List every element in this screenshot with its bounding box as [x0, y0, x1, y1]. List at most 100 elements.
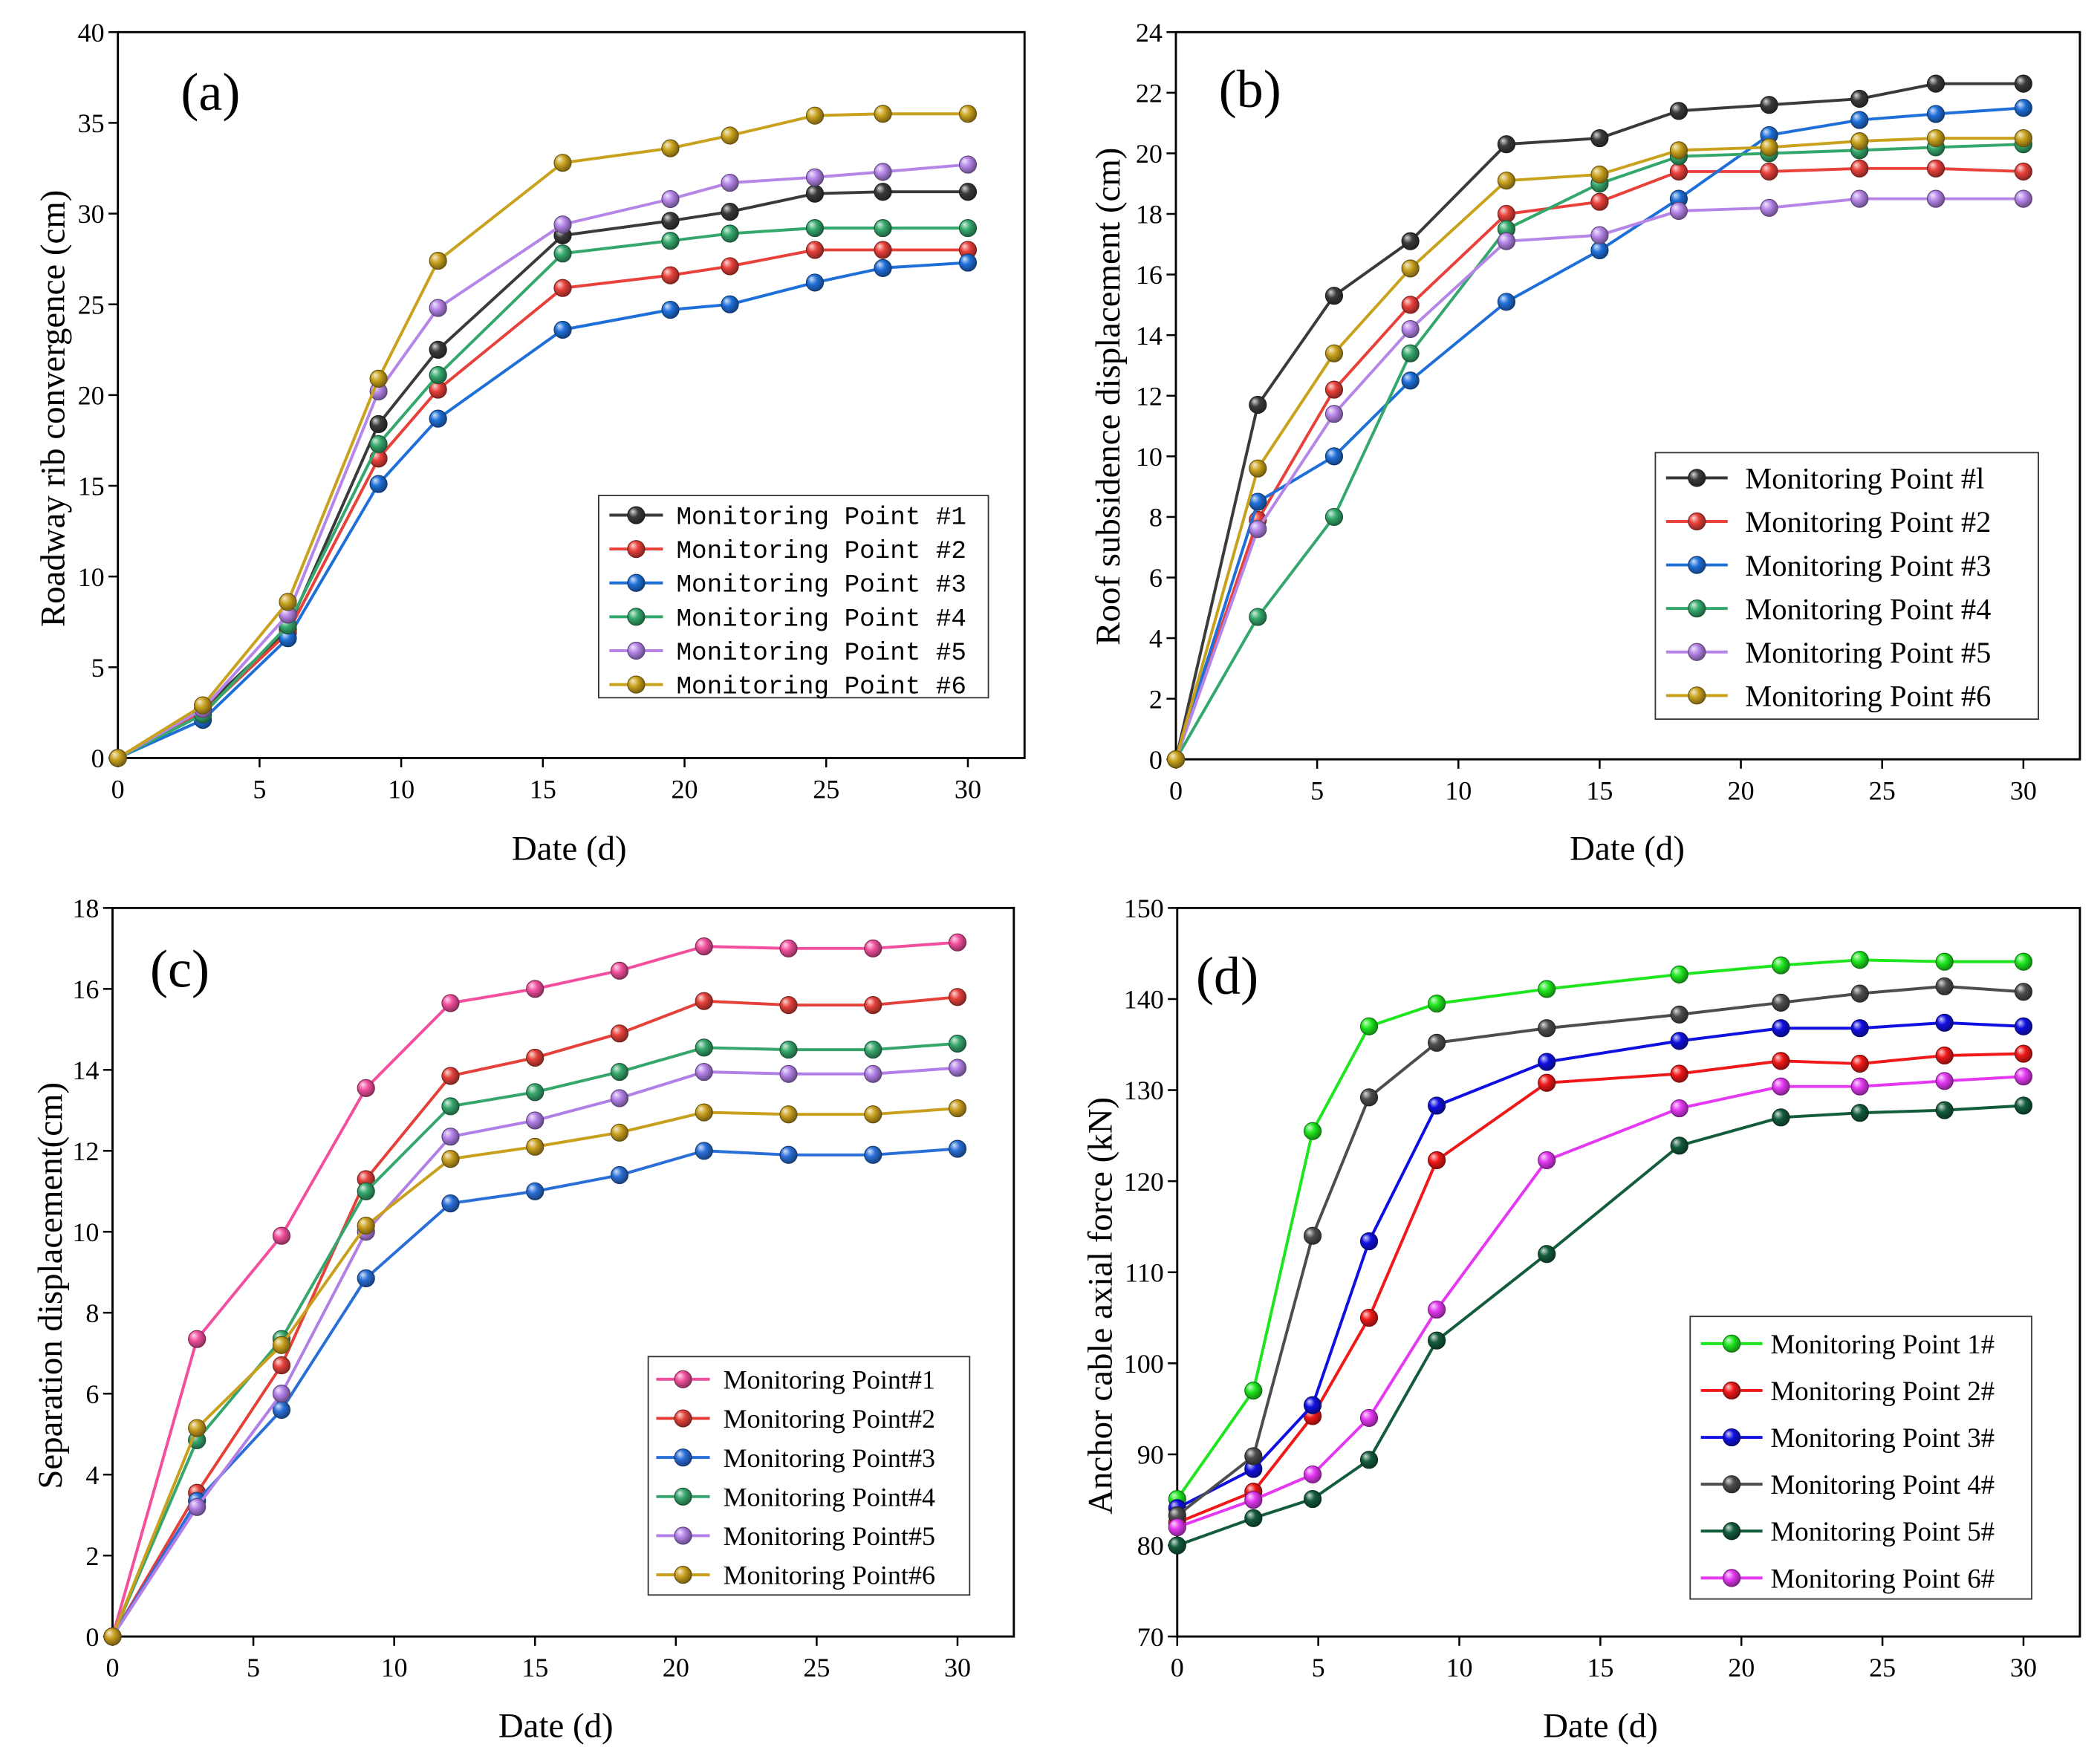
- x-tick-label: 20: [1728, 1653, 1755, 1682]
- data-point-series-4: [1935, 977, 1954, 995]
- legend-label: Monitoring Point #5: [676, 639, 966, 668]
- x-tick-label: 20: [663, 1653, 689, 1682]
- data-point-series-1: [1670, 965, 1688, 983]
- legend-label: Monitoring Point 5#: [1770, 1516, 1995, 1547]
- data-point-series-4: [1670, 1005, 1688, 1024]
- y-tick-label: 15: [78, 472, 105, 501]
- data-point-series-1: [272, 1226, 291, 1245]
- series-monitoring-point-5: [103, 1058, 967, 1646]
- data-point-series-6: [279, 593, 297, 611]
- data-point-series-4: [1244, 1447, 1263, 1466]
- data-point-series-5: [1244, 1509, 1263, 1527]
- data-point-series-2: [874, 241, 892, 259]
- x-tick-label: 30: [944, 1653, 971, 1682]
- data-point-series-1: [1428, 995, 1446, 1013]
- data-point-series-1: [805, 184, 825, 203]
- data-point-series-6: [721, 126, 739, 145]
- data-point-series-3: [526, 1182, 544, 1200]
- x-axis-title: Date (d): [498, 1706, 614, 1745]
- data-point-series-1: [1772, 956, 1790, 975]
- y-tick-label: 30: [78, 199, 105, 229]
- legend-label: Monitoring Point #1: [676, 504, 966, 533]
- plot-frame: [111, 906, 1015, 1638]
- data-point-series-6: [695, 1103, 713, 1122]
- data-point-series-3: [553, 320, 572, 339]
- data-point-series-2: [553, 279, 572, 297]
- data-point-series-1: [610, 961, 629, 980]
- data-point-series-2: [1497, 204, 1516, 224]
- panel-d-anchor-cable-force: 0 5 10 15 20 25 30 70 80 90 100 110 120 130 140 150 Date…: [1081, 894, 2081, 1745]
- data-point-series-3: [1850, 1019, 1869, 1038]
- legend-entry: Monitoring Point #4: [1665, 592, 1991, 625]
- data-point-series-5: [1935, 1101, 1954, 1119]
- y-tick-label: 6: [1149, 563, 1163, 593]
- x-tick-label: 0: [111, 775, 125, 804]
- data-point-series-6: [369, 369, 388, 388]
- data-point-series-6: [864, 1105, 882, 1124]
- data-point-series-4: [1324, 507, 1344, 527]
- data-point-series-1: [874, 183, 892, 201]
- data-point-series-6: [1249, 459, 1267, 478]
- data-point-series-2: [1850, 1054, 1869, 1073]
- panel-label: (c): [150, 940, 209, 999]
- legend-label: Monitoring Point #5: [1745, 636, 1991, 669]
- data-point-series-2: [1590, 192, 1609, 211]
- legend-label: Monitoring Point #l: [1745, 462, 1984, 495]
- data-point-series-5: [958, 155, 978, 174]
- y-tick-label: 10: [78, 562, 105, 592]
- data-point-series-1: [779, 939, 798, 957]
- y-tick-label: 20: [1136, 139, 1163, 169]
- y-axis-title: Roof subsidence displacement (cm): [1089, 148, 1128, 645]
- y-tick-label: 100: [1124, 1349, 1164, 1379]
- data-point-series-3: [429, 409, 447, 428]
- data-point-series-6: [1850, 132, 1869, 151]
- data-point-series-5: [441, 1128, 460, 1146]
- legend-marker: [627, 641, 646, 660]
- legend-label: Monitoring Point 1#: [1770, 1329, 1995, 1359]
- data-point-series-1: [1401, 232, 1420, 250]
- legend-label: Monitoring Point#2: [724, 1404, 935, 1434]
- y-tick-label: 25: [78, 290, 105, 319]
- legend-entry: Monitoring Point 1#: [1700, 1329, 1995, 1359]
- series-monitoring-point-5: [1166, 189, 2032, 769]
- y-tick-label: 4: [85, 1460, 99, 1490]
- y-tick-label: 16: [72, 975, 99, 1004]
- legend-marker: [1723, 1428, 1741, 1447]
- legend-marker: [627, 608, 646, 626]
- data-point-series-4: [864, 1040, 882, 1059]
- data-point-series-2: [1772, 1052, 1790, 1070]
- data-point-series-1: [1926, 74, 1945, 93]
- data-point-series-5: [1760, 198, 1778, 217]
- data-point-series-6: [2014, 1067, 2033, 1086]
- data-point-series-6: [1497, 172, 1516, 190]
- series-monitoring-point-2: [1166, 159, 2032, 769]
- data-point-series-1: [1850, 89, 1869, 108]
- data-point-series-2: [1538, 1073, 1556, 1092]
- data-point-series-4: [1428, 1033, 1446, 1052]
- data-point-series-1: [1497, 135, 1516, 154]
- data-point-series-2: [721, 257, 739, 276]
- data-point-series-4: [610, 1062, 629, 1082]
- y-tick-label: 8: [85, 1298, 99, 1328]
- x-tick-label: 30: [955, 775, 981, 804]
- legend-entry: Monitoring Point #5: [609, 639, 966, 668]
- data-point-series-5: [610, 1089, 629, 1108]
- data-point-series-6: [526, 1137, 544, 1156]
- data-point-series-5: [1590, 226, 1609, 244]
- legend-entry: Monitoring Point #1: [609, 504, 966, 533]
- data-point-series-5: [1303, 1489, 1322, 1509]
- data-point-series-4: [357, 1182, 375, 1200]
- legend-marker: [1688, 512, 1706, 531]
- data-point-series-3: [1670, 1032, 1688, 1050]
- legend: Monitoring Point#1 Monitoring Point#2 Moni…: [647, 1356, 971, 1596]
- data-point-series-4: [526, 1083, 544, 1102]
- data-point-series-2: [526, 1048, 544, 1067]
- data-point-series-6: [1760, 138, 1778, 157]
- legend-entry: Monitoring Point #2: [1665, 505, 1991, 539]
- legend-entry: Monitoring Point #3: [1665, 549, 1991, 582]
- data-point-series-1: [661, 212, 680, 230]
- x-tick-label: 5: [253, 775, 266, 804]
- data-point-series-6: [1303, 1465, 1322, 1484]
- series-monitoring-point-2: [1168, 1044, 2033, 1532]
